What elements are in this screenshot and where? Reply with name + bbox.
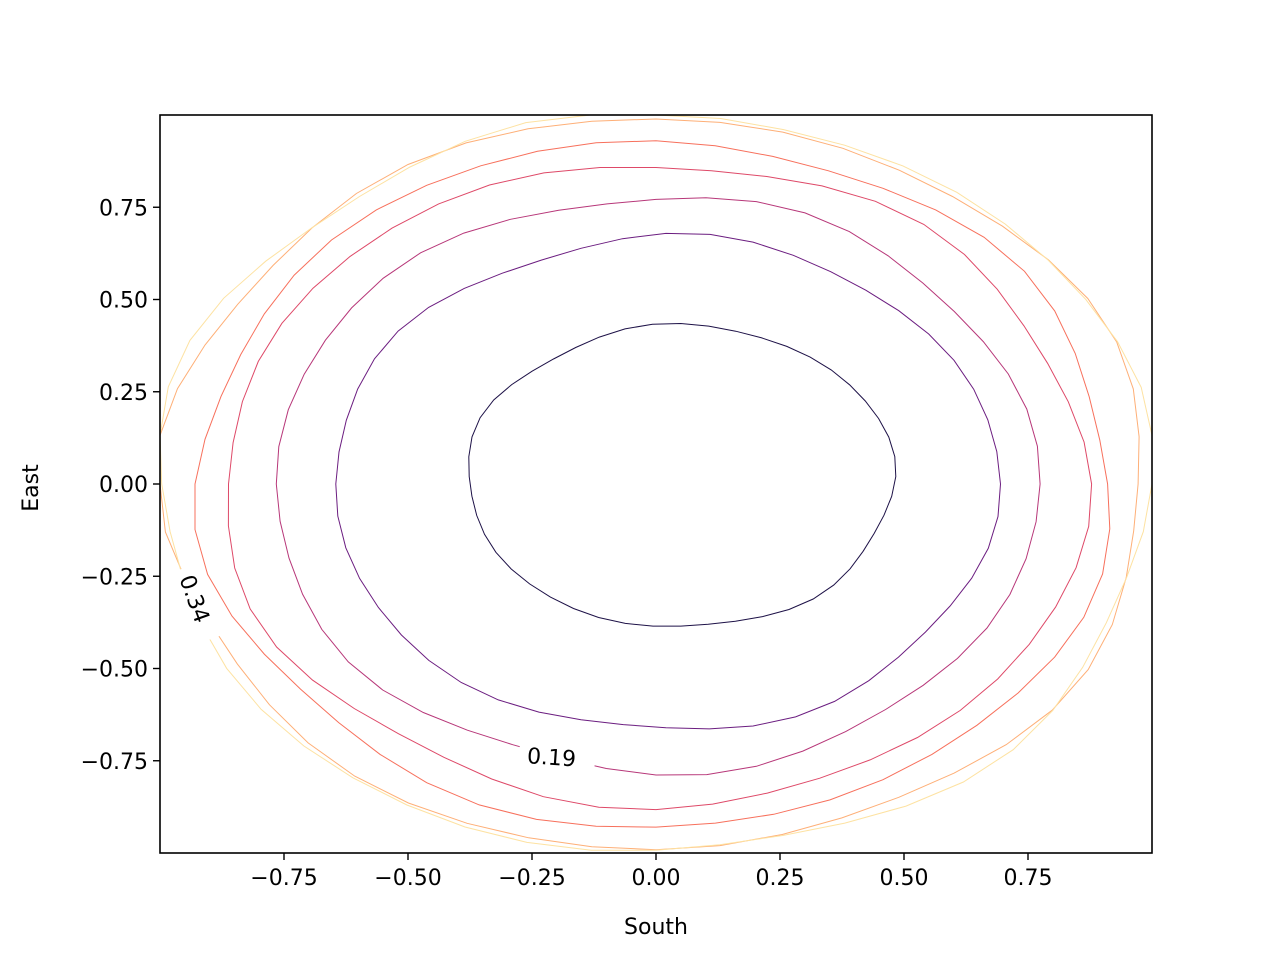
x-tick-label: 0.25 <box>756 866 805 891</box>
x-axis-label: South <box>624 915 688 940</box>
contour-label: 0.19 <box>526 744 577 772</box>
y-tick-label: 0.75 <box>99 196 148 221</box>
contour-label-background <box>518 740 596 772</box>
contour-label-background <box>172 563 224 644</box>
y-tick-label: 0.50 <box>99 289 148 314</box>
y-axis-ticks: −0.75 −0.50 −0.25 0.00 0.25 0.50 0.75 <box>81 196 160 775</box>
x-tick-label: −0.25 <box>498 866 565 891</box>
contour-line-0.31 <box>194 140 1111 828</box>
x-tick-label: −0.75 <box>250 866 317 891</box>
y-tick-label: −0.75 <box>81 750 148 775</box>
contour-line-0.04 <box>468 322 897 627</box>
contour-label-group-0: 0.19 <box>518 740 596 772</box>
x-tick-label: 0.75 <box>1004 866 1053 891</box>
contour-line-0.19 <box>275 197 1041 776</box>
y-tick-label: 0.00 <box>99 473 148 498</box>
contour-line-0.1 <box>335 232 1002 730</box>
y-tick-label: −0.25 <box>81 565 148 590</box>
contour-line-0.37 <box>159 114 1153 851</box>
x-tick-label: −0.50 <box>374 866 441 891</box>
y-tick-label: 0.25 <box>99 381 148 406</box>
contour-line-0.25 <box>227 167 1093 811</box>
y-tick-label: −0.50 <box>81 658 148 683</box>
x-tick-label: 0.50 <box>880 866 929 891</box>
y-axis-label: East <box>19 464 44 512</box>
x-axis-ticks: −0.75 −0.50 −0.25 0.00 0.25 0.50 0.75 <box>250 853 1052 891</box>
x-tick-label: 0.00 <box>632 866 681 891</box>
